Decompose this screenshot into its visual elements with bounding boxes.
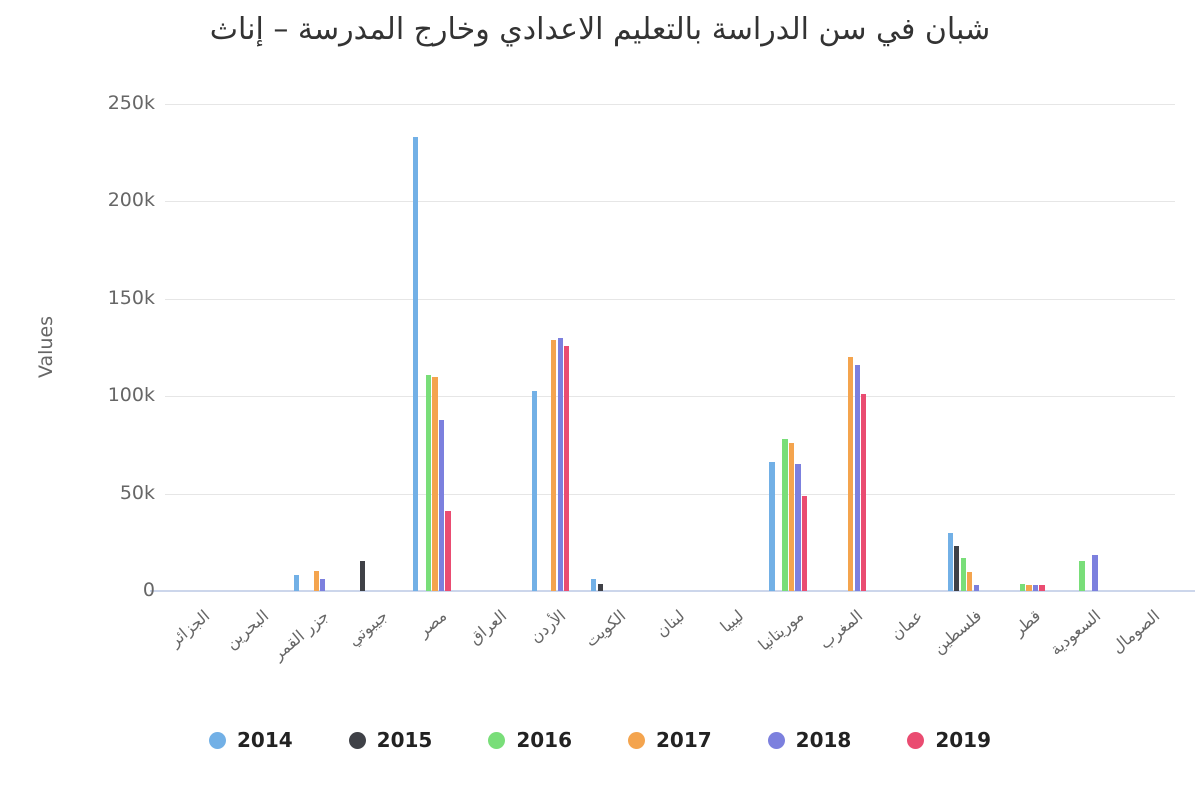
- legend-marker-icon: [628, 731, 645, 749]
- bar[interactable]: [445, 511, 451, 591]
- bar[interactable]: [769, 462, 775, 591]
- x-axis-label: لبنان: [652, 606, 689, 641]
- bar[interactable]: [848, 357, 854, 591]
- gridline: [165, 493, 1175, 495]
- legend-marker-icon: [488, 731, 506, 749]
- y-tick-label: 0: [142, 579, 155, 601]
- x-axis-label: جزر القمر: [268, 606, 332, 664]
- legend-item-2016[interactable]: 2016: [488, 728, 572, 752]
- bar[interactable]: [782, 439, 788, 591]
- bar[interactable]: [531, 391, 537, 591]
- y-tick-label: 150k: [107, 286, 155, 309]
- x-axis-label: مصر: [414, 606, 451, 641]
- x-axis-line: [150, 590, 1195, 592]
- gridline: [165, 396, 1175, 398]
- bar[interactable]: [960, 557, 966, 591]
- gridline: [165, 201, 1175, 203]
- x-axis-label: المغرب: [815, 606, 867, 653]
- y-tick-label: 50k: [119, 481, 155, 504]
- y-tick-label: 250k: [107, 92, 155, 114]
- x-axis-label: ليبيا: [716, 606, 748, 637]
- legend-label: 2016: [516, 728, 572, 752]
- legend-marker-icon: [907, 731, 925, 749]
- bar[interactable]: [861, 394, 867, 591]
- x-axis-label: الكويت: [580, 606, 629, 651]
- legend-marker-icon: [208, 731, 226, 749]
- bar[interactable]: [432, 376, 438, 591]
- bar[interactable]: [564, 345, 570, 591]
- legend-label: 2017: [656, 728, 712, 752]
- x-axis-label: الأردن: [526, 606, 570, 647]
- bar[interactable]: [1092, 554, 1098, 591]
- bar[interactable]: [294, 574, 300, 591]
- x-axis-label: السعودية: [1046, 606, 1105, 659]
- bar[interactable]: [557, 337, 563, 591]
- legend-marker-icon: [767, 731, 785, 749]
- bar[interactable]: [359, 560, 366, 591]
- legend-item-2019[interactable]: 2019: [907, 728, 991, 752]
- bar[interactable]: [788, 442, 794, 591]
- y-tick-label: 200k: [107, 189, 155, 212]
- legend-item-2015[interactable]: 2015: [348, 728, 433, 752]
- bar[interactable]: [795, 464, 801, 591]
- bar[interactable]: [1026, 585, 1032, 591]
- x-axis-label: الجزائر: [165, 606, 213, 651]
- bar[interactable]: [973, 585, 979, 591]
- bar[interactable]: [425, 374, 432, 591]
- bar[interactable]: [597, 584, 603, 591]
- bar[interactable]: [313, 570, 319, 591]
- x-axis-label: قطر: [1009, 606, 1045, 640]
- legend: 2014 2015 2016 2017 2018 2019: [0, 722, 1200, 758]
- x-axis-label: فلسطين: [929, 606, 986, 658]
- bar[interactable]: [1032, 585, 1039, 591]
- bar[interactable]: [412, 137, 419, 591]
- bar[interactable]: [320, 579, 326, 591]
- legend-label: 2018: [795, 728, 852, 752]
- bar[interactable]: [1019, 584, 1026, 591]
- legend-marker-icon: [348, 731, 366, 749]
- gridline: [165, 104, 1175, 105]
- x-axis-label: موريتانيا: [754, 606, 808, 655]
- bar[interactable]: [801, 495, 807, 591]
- x-axis-label: عمان: [886, 606, 926, 644]
- bar[interactable]: [1039, 585, 1045, 591]
- y-axis-title: Values: [35, 315, 57, 379]
- legend-item-2017[interactable]: 2017: [628, 728, 712, 752]
- x-axis-label: الصومال: [1107, 606, 1164, 657]
- legend-item-2018[interactable]: 2018: [767, 728, 852, 752]
- x-axis-label: البحرين: [221, 606, 273, 653]
- bar[interactable]: [438, 419, 445, 591]
- legend-label: 2019: [935, 728, 992, 752]
- x-axis-label: جيبوتي: [343, 606, 392, 650]
- legend-label: 2015: [376, 728, 433, 752]
- y-tick-label: 100k: [107, 384, 155, 407]
- bar[interactable]: [947, 532, 953, 591]
- legend-item-2014[interactable]: 2014: [208, 728, 293, 752]
- bar[interactable]: [967, 571, 973, 591]
- legend-label: 2014: [236, 728, 293, 752]
- bar[interactable]: [854, 365, 860, 591]
- bar[interactable]: [1079, 560, 1085, 591]
- chart-title: شبان في سن الدراسة بالتعليم الاعدادي وخا…: [209, 12, 991, 47]
- bar[interactable]: [591, 579, 597, 591]
- bar[interactable]: [551, 339, 557, 591]
- x-axis-label: العراق: [465, 606, 510, 649]
- bar[interactable]: [954, 546, 960, 591]
- gridline: [165, 298, 1175, 300]
